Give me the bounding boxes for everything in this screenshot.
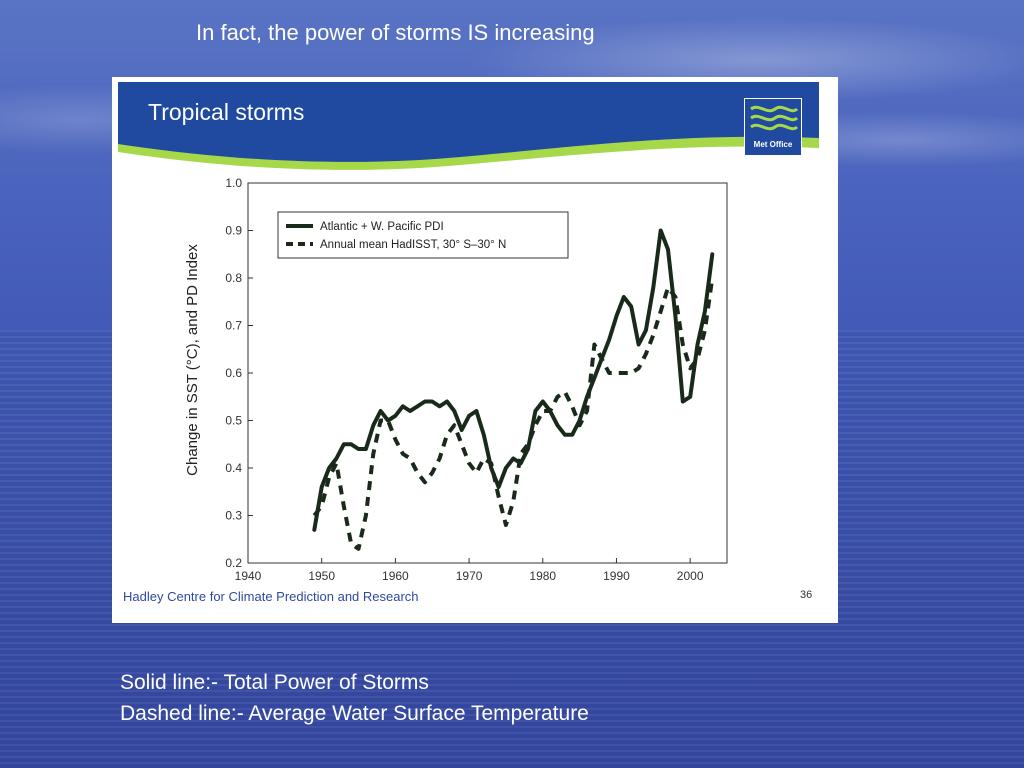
- y-tick-label: 0.6: [225, 366, 242, 380]
- y-axis-label: Change in SST (°C), and PD Index: [184, 244, 201, 476]
- met-office-logo: [744, 98, 802, 156]
- series-line-sst: [312, 277, 715, 551]
- figure-footer: Hadley Centre for Climate Prediction and…: [123, 589, 419, 604]
- caption-solid-line: Solid line:- Total Power of Storms: [120, 671, 429, 694]
- y-tick-label: 0.9: [225, 224, 242, 238]
- y-tick-label: 1.0: [225, 176, 242, 190]
- legend-label: Annual mean HadISST, 30° S–30° N: [320, 239, 506, 251]
- y-tick-label: 0.2: [225, 556, 242, 570]
- figure-banner: [118, 82, 819, 177]
- chart-legend: Atlantic + W. Pacific PDI Annual mean Had…: [277, 211, 569, 259]
- x-tick-label: 2000: [677, 569, 704, 583]
- x-tick-label: 1980: [529, 569, 556, 583]
- caption-dashed-line: Dashed line:- Average Water Surface Temp…: [120, 702, 589, 725]
- banner-title: Tropical storms: [148, 99, 305, 125]
- series-line-pdi: [312, 228, 715, 532]
- x-tick-label: 1990: [603, 569, 630, 583]
- x-tick-label: 1960: [382, 569, 409, 583]
- legend-box: [277, 211, 569, 259]
- y-tick-label: 0.7: [225, 319, 242, 333]
- page-number: 36: [800, 589, 813, 601]
- chart-series: [312, 228, 715, 551]
- logo-text: Met Office: [753, 140, 793, 149]
- y-tick-label: 0.4: [225, 461, 242, 475]
- x-tick-label: 1970: [456, 569, 483, 583]
- chart-ticks: 1940 1950 1960 1970 1980 1990 2000 0.2 0.3 0.4 0.5…: [225, 176, 704, 583]
- y-tick-label: 0.5: [225, 414, 242, 428]
- x-tick-label: 1940: [235, 569, 262, 583]
- x-tick-label: 1950: [308, 569, 335, 583]
- y-tick-label: 0.3: [225, 509, 242, 523]
- wave-logo-icon: [750, 105, 799, 131]
- y-tick-label: 0.8: [225, 271, 242, 285]
- legend-label: Atlantic + W. Pacific PDI: [320, 221, 444, 233]
- slide-title: In fact, the power of storms IS increasi…: [196, 20, 595, 45]
